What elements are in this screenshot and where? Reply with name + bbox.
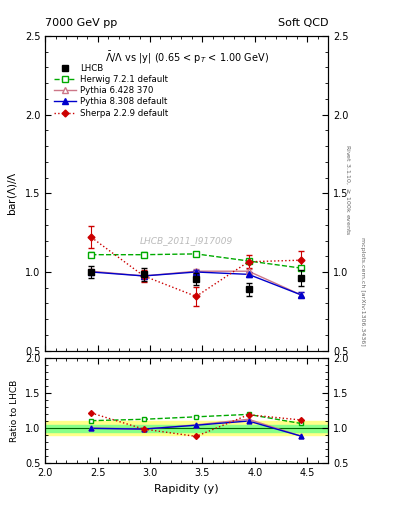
Legend: LHCB, Herwig 7.2.1 default, Pythia 6.428 370, Pythia 8.308 default, Sherpa 2.2.9: LHCB, Herwig 7.2.1 default, Pythia 6.428… (52, 62, 170, 119)
Bar (45, 421, 328, 435)
Text: LHCB_2011_I917009: LHCB_2011_I917009 (140, 236, 233, 245)
Y-axis label: Ratio to LHCB: Ratio to LHCB (10, 380, 19, 442)
Text: Rivet 3.1.10, $\geq$ 100k events: Rivet 3.1.10, $\geq$ 100k events (344, 143, 351, 236)
Text: $\bar{\Lambda}/\Lambda$ vs |y| (0.65 < p$_T$ < 1.00 GeV): $\bar{\Lambda}/\Lambda$ vs |y| (0.65 < p… (105, 50, 269, 66)
X-axis label: Rapidity (y): Rapidity (y) (154, 484, 219, 494)
Text: 7000 GeV pp: 7000 GeV pp (45, 18, 118, 28)
Bar (45, 425, 328, 432)
Y-axis label: bar($\Lambda$)/$\Lambda$: bar($\Lambda$)/$\Lambda$ (6, 171, 19, 216)
Text: mcplots.cern.ch [arXiv:1306.3436]: mcplots.cern.ch [arXiv:1306.3436] (360, 238, 365, 346)
Text: Soft QCD: Soft QCD (278, 18, 328, 28)
